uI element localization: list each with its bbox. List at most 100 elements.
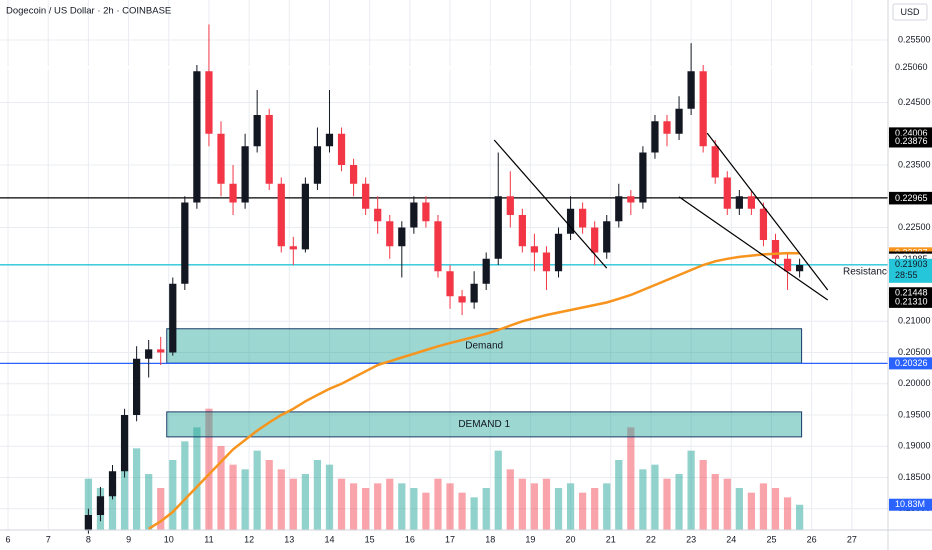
volume-bar (313, 460, 322, 530)
candle-body (494, 196, 502, 259)
volume-bar (289, 478, 297, 530)
volume-bar (651, 464, 659, 530)
volume-bar (374, 483, 382, 530)
volume-bar (723, 478, 731, 530)
candle-body (566, 208, 575, 234)
candle-body (482, 258, 490, 284)
volume-bar (337, 478, 346, 530)
volume-bar (434, 478, 442, 530)
trendline (706, 132, 829, 291)
x-tick-label: 6 (6, 534, 11, 544)
candle-body (458, 296, 466, 303)
volume-bar (699, 460, 707, 530)
candle-body (277, 183, 285, 247)
x-tick-label: 20 (566, 534, 576, 544)
volume-bar (579, 492, 587, 530)
volume-bar (627, 427, 635, 530)
x-tick-label: 18 (485, 534, 495, 544)
volume-bar (458, 492, 466, 530)
y-tick-label: 0.19000 (898, 441, 931, 451)
y-tick-label: 0.19500 (898, 409, 931, 419)
volume-bar (687, 450, 695, 530)
moving-average (148, 251, 800, 530)
candle-body (711, 146, 719, 178)
candle-body (337, 133, 346, 165)
volume-bar (603, 483, 611, 530)
candle-body (253, 115, 261, 147)
x-tick-label: 11 (204, 534, 213, 544)
x-tick-label: 21 (606, 534, 616, 544)
candle-body (723, 177, 731, 209)
volume-bar (386, 478, 394, 530)
annotation: Resistance (843, 267, 893, 278)
volume-bar (181, 441, 189, 530)
y-tick-label: 0.24500 (898, 97, 931, 107)
volume-label: 10.83M (895, 499, 925, 509)
candle-body (735, 196, 743, 209)
candle-body (506, 196, 514, 215)
price-label-box (889, 192, 932, 205)
candle-body (193, 71, 201, 203)
candle-body (108, 471, 117, 497)
candle-body (771, 240, 780, 259)
candle-body (265, 115, 273, 184)
volume-bar (494, 450, 502, 530)
volume-bar (205, 408, 213, 530)
candle-body (591, 227, 599, 253)
candle-body (795, 265, 804, 272)
candle-body (289, 246, 297, 250)
volume-bar (265, 460, 273, 530)
volume-bar (747, 492, 756, 530)
candle-body (470, 283, 478, 303)
price-label: 0.20326 (895, 358, 928, 368)
volume-bar (506, 469, 514, 530)
volume-bar (277, 469, 285, 530)
trendline (493, 139, 608, 269)
volume-bar (229, 464, 237, 530)
price-label: 0.24006 (895, 128, 928, 138)
candle-body (181, 202, 189, 284)
x-tick-label: 15 (365, 534, 375, 544)
currency[interactable]: USD (900, 7, 920, 17)
volume-bar (217, 446, 225, 530)
volume-bar (120, 464, 129, 530)
candle-body (747, 196, 756, 209)
candle-body (325, 133, 334, 147)
candle-body (132, 358, 141, 415)
x-tick-label: 17 (445, 534, 455, 544)
volume-bar (711, 474, 719, 530)
volume-bar (362, 488, 370, 530)
candle-body (301, 183, 309, 250)
price-label-box (889, 135, 932, 148)
price-label: 0.21310 (895, 296, 928, 306)
candle-body (699, 71, 707, 147)
volume-bar (542, 478, 551, 530)
countdown: 28:55 (895, 270, 918, 280)
x-tick-label: 23 (686, 534, 696, 544)
candle-body (675, 108, 683, 134)
price-label: 0.21903 (895, 259, 928, 269)
candle-body (374, 208, 382, 222)
currency-box[interactable] (892, 3, 928, 21)
y-tick-label: 0.25500 (898, 34, 931, 44)
price-label: 0.22965 (895, 193, 928, 203)
price-label-box (889, 61, 932, 74)
volume-bar (566, 483, 575, 530)
volume-bar (253, 450, 261, 530)
candle-body (783, 258, 792, 272)
volume-bar (84, 478, 93, 530)
candle-body (241, 146, 249, 203)
x-tick-label: 24 (726, 534, 736, 544)
x-tick-label: 13 (284, 534, 294, 544)
x-tick-label: 7 (46, 534, 51, 544)
price-label: 0.21448 (895, 288, 928, 298)
volume-bar (169, 460, 177, 530)
volume-bar (422, 492, 430, 530)
y-tick-label: 0.23500 (898, 159, 931, 169)
candle-body (530, 246, 539, 253)
demand-zone (166, 411, 803, 438)
x-tick-label: 9 (126, 534, 131, 544)
candle-body (518, 215, 526, 247)
candle-body (362, 183, 370, 209)
y-tick-label: 0.21000 (898, 316, 931, 326)
